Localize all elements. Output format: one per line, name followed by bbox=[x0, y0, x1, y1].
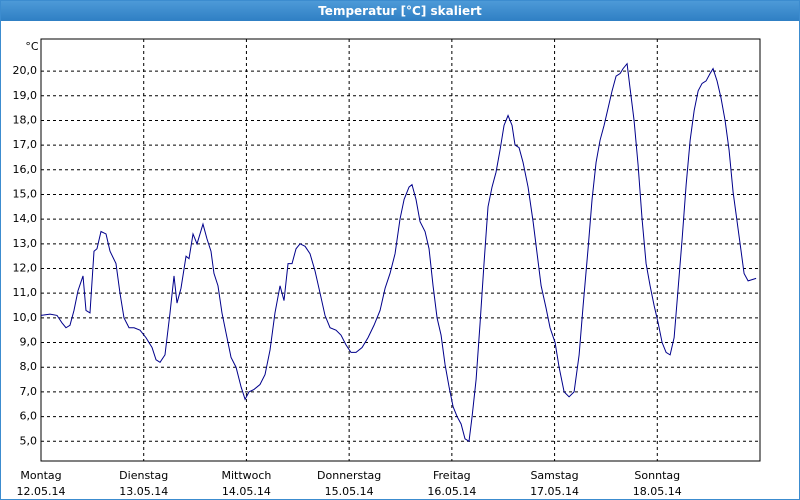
y-tick-label: 6,0 bbox=[20, 410, 38, 423]
y-tick-label: 16,0 bbox=[13, 163, 38, 176]
y-tick-label: 18,0 bbox=[13, 113, 38, 126]
y-tick-label: 13,0 bbox=[13, 237, 38, 250]
temperature-line bbox=[40, 62, 757, 443]
y-tick-label: 8,0 bbox=[20, 360, 38, 373]
x-tick-label: Mittwoch 14.05.14 bbox=[221, 469, 272, 498]
plot-border bbox=[40, 38, 761, 462]
x-tick-label: Montag 12.05.14 bbox=[16, 469, 66, 498]
x-tick-label: Dienstag 13.05.14 bbox=[119, 469, 169, 498]
y-tick-label: 17,0 bbox=[13, 138, 38, 151]
x-tick-label: Sonntag 18.05.14 bbox=[632, 469, 682, 498]
y-tick-label: 12,0 bbox=[13, 262, 38, 275]
y-tick-label: 9,0 bbox=[20, 336, 38, 349]
y-tick-label: 14,0 bbox=[13, 212, 38, 225]
y-tick-label: 5,0 bbox=[20, 434, 38, 447]
y-tick-label: 20,0 bbox=[13, 64, 38, 77]
window-title: Temperatur [°C] skaliert bbox=[1, 1, 799, 21]
y-unit: °C bbox=[25, 40, 39, 53]
y-tick-label: 15,0 bbox=[13, 187, 38, 200]
x-tick-label: Samstag 17.05.14 bbox=[530, 469, 580, 498]
y-tick-label: 7,0 bbox=[20, 385, 38, 398]
y-tick-label: 19,0 bbox=[13, 89, 38, 102]
y-tick-label: 11,0 bbox=[13, 286, 38, 299]
x-tick-label: Donnerstag 15.05.14 bbox=[317, 469, 382, 498]
y-tick-label: 10,0 bbox=[13, 311, 38, 324]
plot-area bbox=[41, 39, 760, 461]
chart: °C 5,0 6,0 7,0 8,0 9,0 10,0 11,0 12,0 13,0 14,0 15… bbox=[13, 38, 761, 462]
x-tick-label: Freitag 16.05.14 bbox=[427, 469, 477, 498]
